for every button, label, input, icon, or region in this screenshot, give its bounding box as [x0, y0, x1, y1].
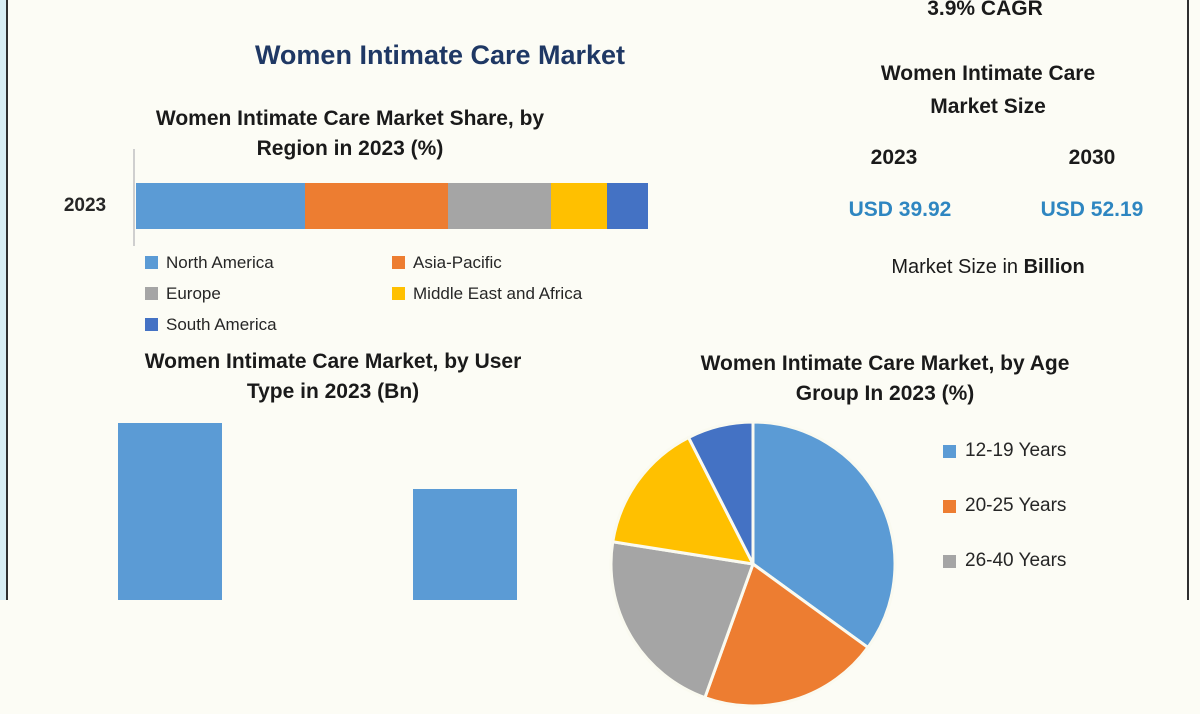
legend-marker — [145, 287, 158, 300]
legend-item: South America — [145, 309, 392, 340]
region-axis-label-2023: 2023 — [63, 195, 107, 216]
legend-item: North America — [145, 247, 392, 278]
right-border-line — [1187, 0, 1189, 600]
left-accent-strip — [0, 0, 6, 600]
bar-segment — [550, 183, 608, 229]
region-chart-title-line1: Women Intimate Care Market Share, by — [155, 107, 545, 130]
age-chart-title: Women Intimate Care Market, by Age Group… — [635, 349, 1135, 409]
market-size-value-2023: USD 39.92 — [848, 198, 952, 221]
legend-item: Europe — [145, 278, 392, 309]
legend-label: Asia-Pacific — [413, 252, 502, 272]
legend-marker — [145, 256, 158, 269]
region-legend: North America Europe South America Asia-Pac… — [145, 247, 582, 340]
legend-item: 12-19 Years — [943, 440, 1066, 462]
legend-item: 26-40 Years — [943, 550, 1066, 572]
bar-segment — [136, 183, 305, 229]
legend-marker — [943, 444, 956, 458]
page-title: Women Intimate Care Market — [254, 40, 626, 70]
market-size-year-2023: 2023 — [870, 146, 918, 169]
usertype-chart-title-line1: Women Intimate Care Market, by User — [144, 350, 522, 373]
market-size-title-line1: Women Intimate Care — [880, 62, 1096, 85]
age-legend: 12-19 Years 20-25 Years 26-40 Years — [943, 440, 1066, 572]
bar-segment — [607, 183, 648, 229]
legend-label: 26-40 Years — [965, 550, 1067, 571]
market-size-title-line2: Market Size — [930, 95, 1046, 118]
market-size-unit-note: Market Size in Billion — [838, 256, 1138, 279]
bar — [413, 489, 517, 600]
usertype-chart-title-line2: Type in 2023 (Bn) — [246, 380, 420, 403]
age-pie — [609, 420, 897, 708]
legend-marker — [943, 554, 956, 568]
legend-label: North America — [166, 252, 274, 272]
legend-item: 20-25 Years — [943, 495, 1066, 517]
legend-marker — [145, 318, 158, 331]
market-size-unit-bold: Billion — [1023, 256, 1085, 278]
left-border-line — [6, 0, 8, 600]
age-chart-title-line2: Group In 2023 (%) — [795, 382, 975, 405]
bar-segment — [304, 183, 449, 229]
pie-slice — [687, 420, 755, 566]
market-size-title: Women Intimate Care Market Size — [838, 57, 1138, 123]
market-size-year-2030: 2030 — [1068, 146, 1116, 169]
legend-item: Middle East and Africa — [392, 278, 582, 309]
legend-marker — [392, 287, 405, 300]
bar-segment — [448, 183, 551, 229]
legend-marker — [392, 256, 405, 269]
legend-marker — [943, 499, 956, 513]
bar — [118, 423, 222, 600]
pie-slice — [611, 435, 755, 566]
region-chart-title: Women Intimate Care Market Share, by Reg… — [100, 104, 600, 164]
cagr-value: 3.9% CAGR — [927, 0, 1043, 20]
legend-label: South America — [166, 314, 277, 334]
market-size-value-2030: USD 52.19 — [1040, 198, 1144, 221]
legend-label: 20-25 Years — [965, 495, 1067, 516]
legend-item: Asia-Pacific — [392, 247, 582, 278]
age-chart-title-line1: Women Intimate Care Market, by Age — [700, 352, 1070, 375]
legend-label: 12-19 Years — [965, 440, 1067, 461]
market-size-unit-prefix: Market Size in — [891, 256, 1024, 278]
region-chart-title-line2: Region in 2023 (%) — [256, 137, 444, 160]
legend-label: Middle East and Africa — [413, 283, 583, 303]
legend-label: Europe — [166, 283, 221, 303]
region-y-axis-line — [133, 149, 135, 246]
usertype-chart-title: Women Intimate Care Market, by User Type… — [83, 347, 583, 407]
region-stacked-bar — [136, 183, 648, 229]
